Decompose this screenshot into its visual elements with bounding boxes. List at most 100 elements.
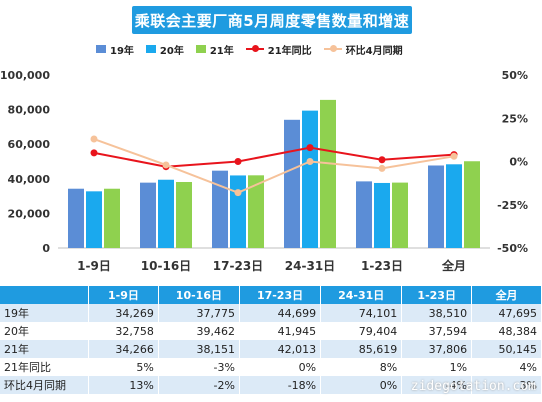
bar [140,182,156,248]
x-category-label: 1-23日 [361,259,403,273]
line-point [378,156,386,164]
y-left-tick-label: 40,000 [8,173,51,186]
bar [464,161,480,248]
chart-legend: 19年 20年 21年 21年同比 环比4月同期 [96,40,403,58]
chart-title: 乘联会主要厂商5月周度零售数量和增速 [134,11,410,30]
table-cell: 37,594 [401,322,473,340]
table-cell: -18% [239,376,322,394]
x-category-label: 24-31日 [285,259,335,273]
y-left-tick-label: 100,000 [0,69,50,82]
legend-item: 环比4月同期 [323,42,403,57]
table-cell: -4% [401,376,473,394]
x-category-label: 1-9日 [77,259,111,273]
table-cell: 1% [401,358,473,376]
legend-swatch [96,45,106,53]
table-cell: 8% [320,358,403,376]
table-column-header: 1-23日 [401,286,473,304]
table-row: 21年 34,266 38,151 42,013 85,619 37,806 50,145 [0,340,542,358]
table-row: 环比4月同期 13% -2% -18% 0% -4% 3% [0,376,542,394]
chart-plot: 0 20,000 40,000 60,000 80,000 100,000 -50% -25%… [0,69,528,273]
table-row-label: 21年同比 [0,358,89,376]
table-cell: 85,619 [320,340,403,358]
table-cell: 50,145 [471,340,542,358]
y-right-tick-label: -25% [497,199,528,212]
bar [446,164,462,248]
bar [248,175,264,248]
line-point [162,161,170,169]
table-cell: 38,510 [401,304,473,322]
bar [68,188,84,248]
line-point [378,164,386,172]
x-category-label: 17-23日 [213,259,263,273]
table-cell: 42,013 [239,340,322,358]
x-category-label: 10-16日 [141,259,191,273]
bar [230,175,246,248]
table-row-label: 19年 [0,304,89,322]
table-cell: 34,269 [88,304,159,322]
legend-label: 20年 [159,45,184,57]
table-header-row: 1-9日 10-16日 17-23日 24-31日 1-23日 全月 [0,286,542,304]
line-point [234,189,242,197]
table-cell: 5% [88,358,159,376]
table-row-label: 20年 [0,322,89,340]
line-point [306,158,314,165]
y-left-tick-label: 60,000 [8,138,51,151]
table-column-header: 全月 [471,286,542,304]
bar [320,99,336,248]
table-cell: 37,775 [158,304,240,322]
line-point [90,135,98,143]
table-cell: 79,404 [320,322,403,340]
bar [158,179,174,248]
series-line [93,146,455,168]
legend-swatch [195,45,206,53]
table-cell: 13% [88,376,159,394]
table-row: 21年同比 5% -3% 0% 8% 1% 4% [0,358,542,376]
legend-swatch [145,45,156,53]
table-cell: -3% [158,358,240,376]
bar [428,165,444,248]
table-row: 19年 34,269 37,775 44,699 74,101 38,510 47,695 [0,304,542,322]
y-right-tick-label: 0% [509,156,528,169]
table-column-header: 17-23日 [239,286,322,304]
legend-label: 19年 [110,45,134,57]
y-right-tick-label: 50% [502,69,528,82]
legend-swatch [245,45,264,53]
legend-label: 21年 [209,45,234,57]
y-right-tick-label: -50% [497,242,528,255]
chart-title-bar: 乘联会主要厂商5月周度零售数量和增速 [132,6,412,34]
bar [356,181,372,248]
y-left-tick-label: 0 [42,242,50,255]
table-row: 20年 32,758 39,462 41,945 79,404 37,594 48,384 [0,322,542,340]
bar [374,182,390,248]
y-left-tick-label: 20,000 [8,207,51,220]
legend-label: 环比4月同期 [345,45,403,57]
line-point [90,149,98,157]
table-column-header: 1-9日 [88,286,159,304]
bar [302,110,318,249]
legend-item: 19年 [96,42,134,57]
table-cell: 0% [320,376,403,394]
table-cell: 41,945 [239,322,322,340]
bar [284,119,300,248]
table-cell: 37,806 [401,340,473,358]
bar [86,191,102,248]
y-right-tick-label: 25% [502,112,528,125]
y-left-tick-label: 80,000 [8,104,51,117]
series-line [93,138,455,194]
table-cell: -2% [158,376,240,394]
table-column-header: 24-31日 [320,286,403,304]
table-cell: 47,695 [471,304,542,322]
table-cell: 74,101 [320,304,403,322]
line-point [450,152,458,160]
bar [104,188,120,248]
line-point [306,144,314,152]
line-point [234,158,242,165]
data-table: 1-9日 10-16日 17-23日 24-31日 1-23日 全月 19年 34,269 3… [0,286,542,394]
legend-item: 21年 [195,42,234,57]
bar [176,181,192,248]
legend-label: 21年同比 [267,45,312,57]
table-row-label: 21年 [0,340,89,358]
watermark-text: zidegotation.com [410,379,536,394]
table-cell: 3% [471,376,542,394]
table-cell: 48,384 [471,322,542,340]
